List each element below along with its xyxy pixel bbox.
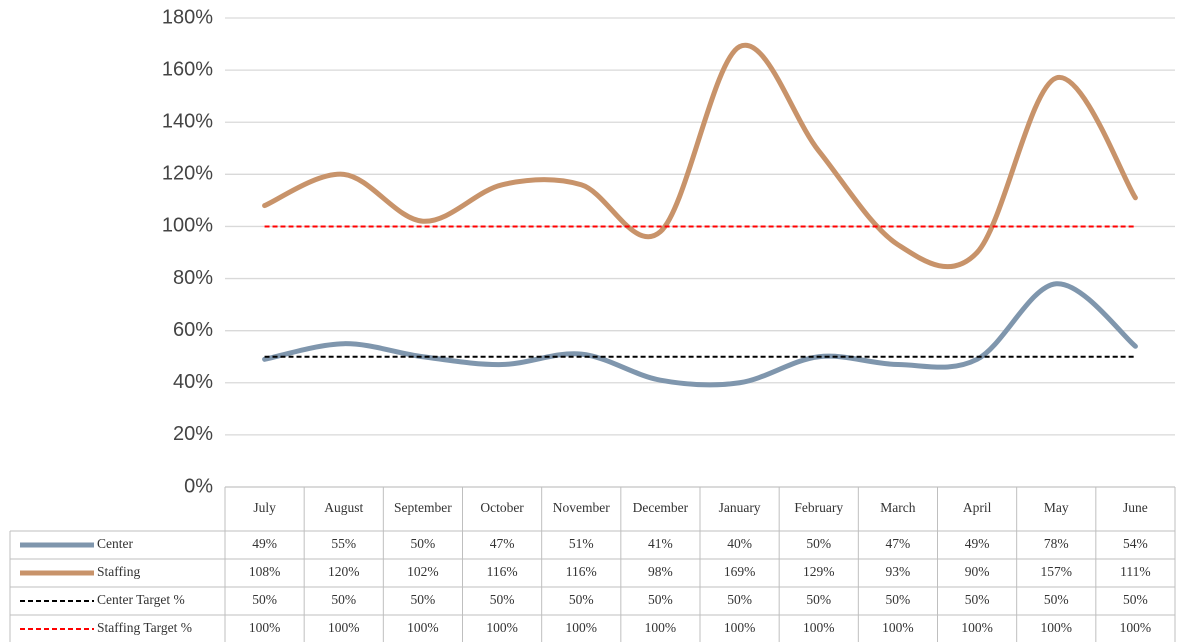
data-label: 90%: [965, 564, 990, 579]
data-label: 93%: [886, 564, 911, 579]
data-label: 100%: [407, 620, 439, 635]
data-label: 40%: [727, 536, 752, 551]
data-label: 50%: [806, 592, 831, 607]
data-label: 50%: [252, 592, 277, 607]
x-tick-label: June: [1123, 500, 1148, 515]
y-tick-label: 120%: [162, 163, 213, 185]
y-tick-label: 140%: [162, 111, 213, 133]
x-tick-label: February: [794, 500, 843, 515]
data-label: 50%: [490, 592, 515, 607]
x-tick-label: April: [963, 500, 992, 515]
y-tick-label: 40%: [173, 371, 213, 393]
data-label: 100%: [961, 620, 993, 635]
data-label: 78%: [1044, 536, 1069, 551]
x-tick-label: May: [1044, 500, 1069, 515]
data-label: 100%: [724, 620, 756, 635]
data-label: 116%: [487, 564, 518, 579]
data-label: 50%: [569, 592, 594, 607]
y-tick-label: 60%: [173, 319, 213, 341]
data-label: 51%: [569, 536, 594, 551]
y-tick-label: 160%: [162, 58, 213, 80]
y-tick-label: 20%: [173, 423, 213, 445]
data-label: 100%: [328, 620, 360, 635]
data-label: 100%: [1120, 620, 1152, 635]
data-label: 50%: [727, 592, 752, 607]
data-label: 55%: [331, 536, 356, 551]
y-tick-label: 180%: [162, 6, 213, 28]
data-label: 50%: [1044, 592, 1069, 607]
data-label: 100%: [1041, 620, 1073, 635]
x-tick-label: July: [253, 500, 276, 515]
data-label: 169%: [724, 564, 756, 579]
x-tick-label: March: [880, 500, 915, 515]
data-label: 49%: [252, 536, 277, 551]
data-label: 100%: [803, 620, 835, 635]
y-tick-label: 100%: [162, 215, 213, 237]
data-label: 50%: [411, 536, 436, 551]
legend-label: Center: [97, 536, 133, 551]
data-label: 100%: [882, 620, 914, 635]
x-tick-label: September: [394, 500, 452, 515]
data-label: 50%: [411, 592, 436, 607]
data-label: 157%: [1041, 564, 1073, 579]
x-tick-label: November: [553, 500, 610, 515]
data-label: 111%: [1120, 564, 1151, 579]
data-label: 50%: [331, 592, 356, 607]
y-tick-label: 0%: [184, 475, 213, 497]
data-label: 47%: [886, 536, 911, 551]
data-label: 100%: [645, 620, 677, 635]
data-label: 102%: [407, 564, 439, 579]
data-label: 120%: [328, 564, 360, 579]
data-label: 41%: [648, 536, 673, 551]
x-tick-label: December: [633, 500, 689, 515]
data-label: 47%: [490, 536, 515, 551]
legend-label: Staffing Target %: [97, 620, 192, 635]
series-line: [262, 42, 1138, 270]
legend-label: Staffing: [97, 564, 140, 579]
data-label: 49%: [965, 536, 990, 551]
data-label: 50%: [965, 592, 990, 607]
data-label: 100%: [486, 620, 518, 635]
x-tick-label: October: [480, 500, 524, 515]
y-tick-label: 80%: [173, 267, 213, 289]
data-label: 100%: [249, 620, 281, 635]
data-label: 50%: [1123, 592, 1148, 607]
data-label: 50%: [886, 592, 911, 607]
series-line: [262, 281, 1138, 388]
x-tick-label: August: [324, 500, 363, 515]
data-label: 108%: [249, 564, 281, 579]
x-tick-label: January: [719, 500, 761, 515]
legend-label: Center Target %: [97, 592, 185, 607]
data-label: 116%: [566, 564, 597, 579]
data-label: 100%: [566, 620, 598, 635]
data-label: 98%: [648, 564, 673, 579]
data-label: 50%: [648, 592, 673, 607]
data-label: 54%: [1123, 536, 1148, 551]
data-label: 50%: [806, 536, 831, 551]
data-label: 129%: [803, 564, 835, 579]
